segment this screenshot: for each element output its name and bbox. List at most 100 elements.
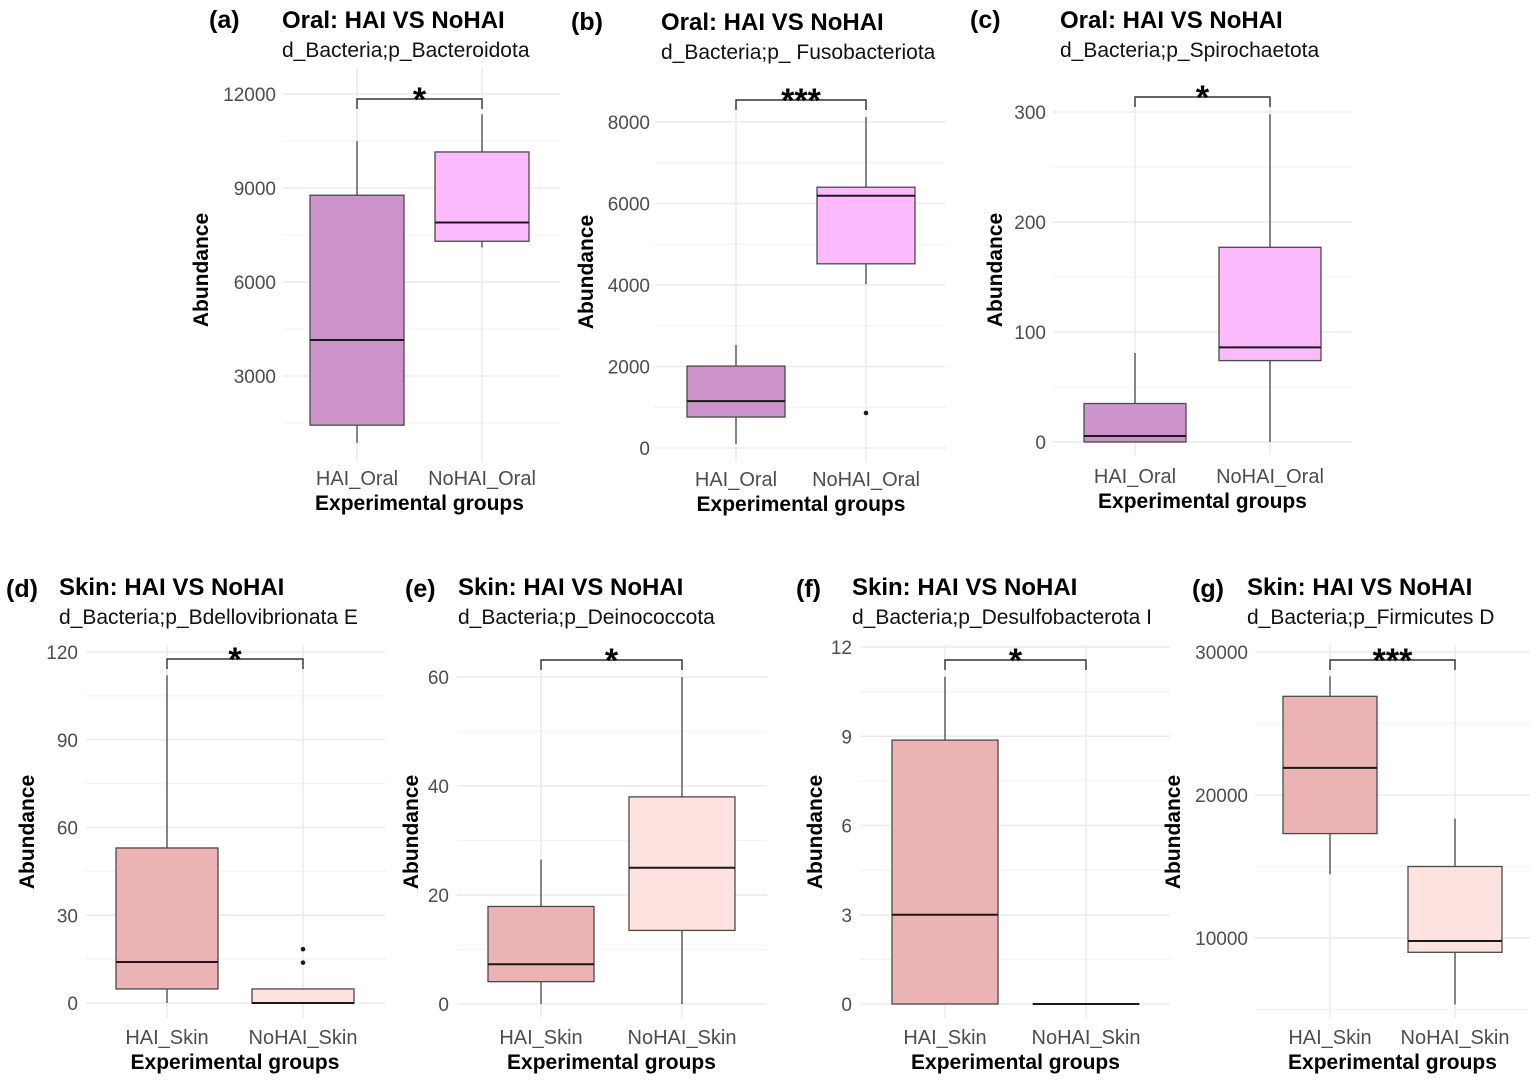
panel-subtitle: d_Bacteria;p_Bdellovibrionata E — [59, 606, 358, 629]
panel-letter: (b) — [571, 8, 603, 36]
box-iqr — [251, 988, 355, 1004]
y-axis-title: Abundance — [400, 775, 423, 889]
y-tick-label: 60 — [57, 819, 78, 840]
panel-c: 0 100 200 300 HAI_Oral NoHAI_Oral * (c) Oral: HA… — [970, 6, 1352, 513]
x-tick-label: HAI_Skin — [1288, 1027, 1371, 1049]
x-tick-label: NoHAI_Oral — [428, 468, 536, 490]
x-tick-label: NoHAI_Skin — [249, 1027, 358, 1049]
box-HAI_Oral — [309, 141, 405, 444]
y-tick-label: 0 — [639, 439, 650, 460]
x-tick-label: NoHAI_Skin — [628, 1027, 737, 1049]
y-tick-label: 10000 — [1195, 929, 1248, 950]
y-tick-label: 3000 — [234, 367, 276, 388]
panel-subtitle: d_Bacteria;p_ Fusobacteriota — [661, 41, 936, 64]
significance-bracket — [166, 658, 304, 669]
significance-bracket — [1329, 659, 1456, 670]
box-iqr — [115, 847, 219, 990]
outlier-point — [300, 960, 306, 965]
panel-b: 0 2000 4000 6000 8000 HAI_Oral NoHAI_Oral *** (b… — [571, 8, 945, 516]
box-NoHAI_Skin — [1407, 818, 1503, 1005]
box-iqr — [1218, 246, 1322, 362]
panel-title: Oral: HAI VS NoHAI — [1060, 7, 1283, 34]
x-tick-label: HAI_Oral — [695, 469, 777, 491]
panel-letter: (c) — [970, 6, 1001, 34]
panel-title: Skin: HAI VS NoHAI — [458, 574, 683, 601]
x-tick-label: HAI_Skin — [903, 1027, 986, 1049]
panel-letter: (f) — [796, 575, 821, 603]
significance-label: * — [1196, 79, 1210, 117]
y-tick-label: 30000 — [1195, 643, 1248, 664]
box-iqr — [816, 186, 916, 265]
y-axis-title: Abundance — [575, 215, 598, 329]
y-tick-label: 8000 — [608, 113, 650, 134]
panel-letter: (e) — [405, 575, 436, 603]
y-tick-label: 300 — [1014, 103, 1046, 124]
box-NoHAI_Skin — [251, 946, 355, 1004]
y-tick-label: 100 — [1014, 323, 1046, 344]
x-tick-label: NoHAI_Oral — [812, 469, 920, 491]
significance-bracket — [540, 659, 683, 670]
panel-letter: (d) — [6, 575, 38, 603]
y-tick-label: 3 — [841, 906, 852, 927]
box-iqr — [891, 739, 999, 1005]
panel-d: 0 30 60 90 120 HAI_Skin NoHAI_Skin * (d) Skin: HA… — [6, 574, 385, 1074]
y-axis-title: Abundance — [190, 213, 213, 327]
y-tick-label: 12000 — [223, 85, 276, 106]
panel-subtitle: d_Bacteria;p_Desulfobacterota I — [852, 606, 1152, 629]
y-tick-label: 6 — [841, 817, 852, 838]
panel-subtitle: d_Bacteria;p_Bacteroidota — [282, 39, 530, 62]
y-axis-title: Abundance — [804, 775, 827, 889]
x-axis-title: Experimental groups — [697, 493, 906, 516]
y-tick-label: 0 — [841, 995, 852, 1016]
panel-a: 3000 6000 9000 12000 HAI_Oral NoHAI_Oral * (a) O… — [190, 6, 560, 515]
significance-bracket — [944, 659, 1087, 670]
x-axis-title: Experimental groups — [911, 1051, 1120, 1074]
box-iqr — [1407, 865, 1503, 953]
y-tick-label: 20000 — [1195, 786, 1248, 807]
panel-title: Skin: HAI VS NoHAI — [852, 574, 1077, 601]
y-tick-label: 6000 — [608, 195, 650, 216]
panel-title: Oral: HAI VS NoHAI — [661, 9, 884, 36]
panel-letter: (g) — [1192, 575, 1224, 603]
box-NoHAI_Oral — [816, 117, 916, 416]
panel-title: Skin: HAI VS NoHAI — [59, 574, 284, 601]
box-HAI_Oral — [686, 344, 786, 444]
box-HAI_Oral — [1083, 352, 1187, 443]
y-tick-label: 60 — [428, 668, 449, 689]
panel-subtitle: d_Bacteria;p_Firmicutes D — [1247, 606, 1494, 629]
panel-title: Skin: HAI VS NoHAI — [1247, 574, 1472, 601]
y-tick-label: 9000 — [234, 179, 276, 200]
y-axis-title: Abundance — [984, 213, 1007, 327]
y-tick-label: 120 — [46, 643, 78, 664]
significance-bracket — [356, 98, 483, 109]
box-HAI_Skin — [1282, 676, 1378, 875]
y-tick-label: 0 — [438, 995, 449, 1016]
significance-label: * — [413, 81, 427, 119]
panel-subtitle: d_Bacteria;p_Spirochaetota — [1060, 39, 1319, 62]
y-tick-label: 30 — [57, 906, 78, 927]
x-tick-label: HAI_Skin — [499, 1027, 582, 1049]
box-HAI_Skin — [115, 675, 219, 1003]
box-iqr — [309, 194, 405, 426]
significance-label: * — [1009, 642, 1023, 680]
box-NoHAI_Skin — [628, 677, 736, 1004]
box-iqr — [628, 796, 736, 932]
x-axis-title: Experimental groups — [507, 1051, 716, 1074]
significance-label: * — [228, 641, 242, 679]
y-axis-title: Abundance — [16, 775, 39, 889]
y-tick-label: 6000 — [234, 273, 276, 294]
significance-label: *** — [781, 82, 821, 120]
x-tick-label: HAI_Oral — [1094, 466, 1176, 488]
box-iqr — [1282, 695, 1378, 835]
box-iqr — [434, 151, 530, 242]
box-iqr — [487, 905, 595, 983]
y-tick-label: 90 — [57, 731, 78, 752]
panel-g: 10000 20000 30000 HAI_Skin NoHAI_Skin *** (g) S… — [1162, 574, 1530, 1074]
y-tick-label: 40 — [428, 777, 449, 798]
x-axis-title: Experimental groups — [315, 492, 524, 515]
box-HAI_Skin — [487, 859, 595, 1004]
y-tick-label: 4000 — [608, 276, 650, 297]
outlier-point — [300, 946, 306, 952]
panel-e: 0 20 40 60 HAI_Skin NoHAI_Skin * (e) Skin: HAI V… — [400, 574, 767, 1074]
